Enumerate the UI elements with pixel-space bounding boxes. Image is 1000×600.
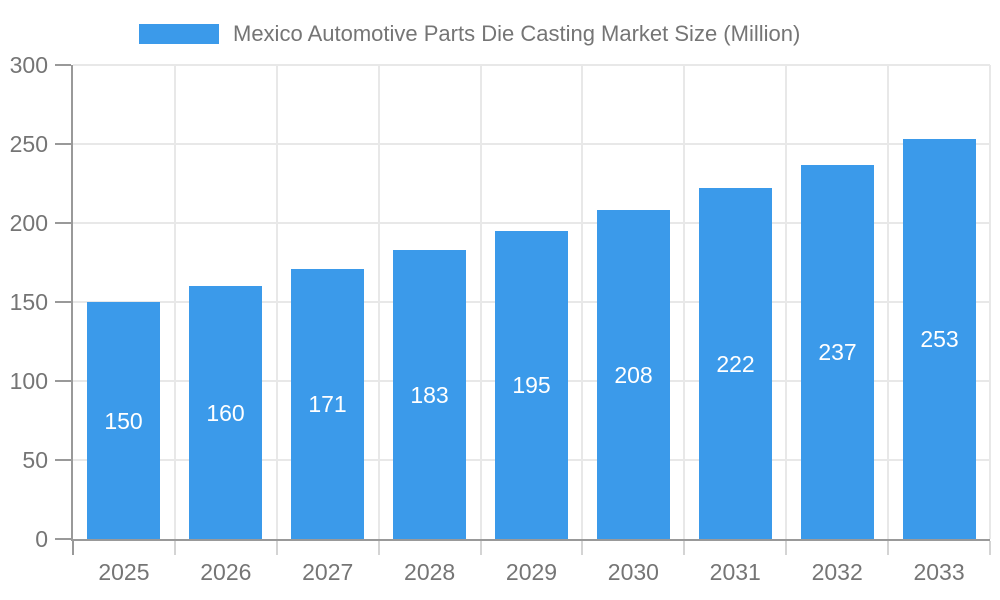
vertical-gridline bbox=[174, 65, 176, 539]
x-axis-tick-label: 2027 bbox=[302, 559, 354, 585]
bar-value-label: 183 bbox=[410, 381, 449, 408]
bar[interactable]: 183 bbox=[393, 250, 466, 539]
y-axis-tick bbox=[55, 143, 71, 145]
x-axis-tick-label: 2031 bbox=[709, 559, 761, 585]
bar[interactable]: 253 bbox=[903, 139, 976, 539]
horizontal-gridline bbox=[73, 143, 990, 145]
bar-value-label: 160 bbox=[206, 399, 245, 426]
bar-value-label: 150 bbox=[104, 407, 143, 434]
x-axis-tick-label: 2029 bbox=[505, 559, 558, 585]
bar-value-label: 208 bbox=[614, 361, 653, 388]
bar[interactable]: 195 bbox=[495, 231, 568, 539]
horizontal-gridline bbox=[73, 222, 990, 224]
bar[interactable]: 222 bbox=[699, 188, 772, 539]
vertical-gridline bbox=[683, 65, 685, 539]
y-axis-tick bbox=[55, 538, 71, 540]
bar[interactable]: 237 bbox=[801, 165, 874, 539]
bar-value-label: 171 bbox=[308, 391, 347, 417]
bar-value-label: 195 bbox=[512, 372, 551, 398]
y-axis-tick-label: 50 bbox=[22, 447, 48, 473]
vertical-gridline bbox=[378, 65, 380, 539]
chart-legend[interactable]: Mexico Automotive Parts Die Casting Mark… bbox=[139, 21, 800, 47]
x-axis-tick-label: 2025 bbox=[98, 559, 150, 585]
vertical-gridline bbox=[785, 65, 787, 539]
vertical-gridline bbox=[581, 65, 583, 539]
x-axis-tick bbox=[72, 541, 74, 555]
bar-value-label: 253 bbox=[920, 326, 959, 352]
y-axis-tick-label: 0 bbox=[35, 526, 48, 552]
legend-label: Mexico Automotive Parts Die Casting Mark… bbox=[233, 21, 801, 46]
vertical-gridline bbox=[989, 65, 991, 539]
x-axis-tick bbox=[887, 541, 889, 555]
x-axis-tick bbox=[989, 541, 991, 555]
bar[interactable]: 171 bbox=[291, 269, 364, 539]
x-axis-tick bbox=[581, 541, 583, 555]
y-axis-tick-label: 250 bbox=[9, 131, 48, 157]
legend-swatch bbox=[139, 24, 219, 44]
x-axis-tick-label: 2033 bbox=[913, 559, 965, 585]
x-axis-tick bbox=[785, 541, 787, 555]
y-axis-tick bbox=[55, 301, 71, 303]
vertical-gridline bbox=[276, 65, 278, 539]
x-axis-tick-label: 2026 bbox=[200, 559, 252, 585]
horizontal-gridline bbox=[73, 64, 990, 66]
y-axis-tick-label: 150 bbox=[9, 289, 48, 315]
x-axis-tick-label: 2032 bbox=[811, 559, 863, 585]
y-axis-tick-label: 300 bbox=[9, 52, 48, 78]
y-axis-tick-label: 100 bbox=[9, 368, 48, 394]
x-axis-tick-label: 2028 bbox=[404, 559, 456, 585]
vertical-gridline bbox=[887, 65, 889, 539]
y-axis-tick bbox=[55, 222, 71, 224]
x-axis-tick bbox=[683, 541, 685, 555]
bar[interactable]: 160 bbox=[189, 286, 262, 539]
x-axis-tick bbox=[174, 541, 176, 555]
y-axis-tick bbox=[55, 459, 71, 461]
x-axis-tick bbox=[480, 541, 482, 555]
x-axis-tick bbox=[378, 541, 380, 555]
y-axis-tick bbox=[55, 380, 71, 382]
y-axis-tick bbox=[55, 64, 71, 66]
bar[interactable]: 150 bbox=[87, 302, 160, 539]
y-axis-tick-label: 200 bbox=[9, 210, 48, 236]
x-axis-tick bbox=[276, 541, 278, 555]
bar-value-label: 222 bbox=[716, 350, 755, 377]
plot-area: 150 160 171 183 195 208 222 237 253 bbox=[55, 64, 991, 555]
vertical-gridline bbox=[480, 65, 482, 539]
x-axis-tick-label: 2030 bbox=[607, 559, 659, 585]
bar[interactable]: 208 bbox=[597, 210, 670, 539]
bar-value-label: 237 bbox=[818, 339, 857, 365]
